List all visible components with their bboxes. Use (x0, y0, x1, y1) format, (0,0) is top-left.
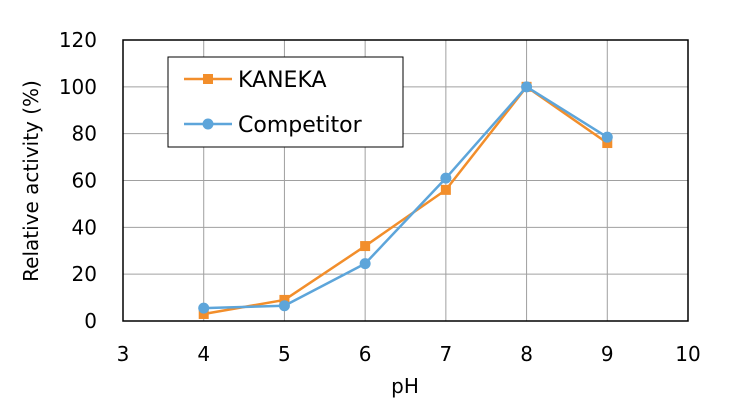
series-line-competitor (203, 85, 608, 310)
data-point-kaneka (198, 308, 209, 319)
y-axis-label: Relative activity (%) (19, 80, 43, 282)
x-tick-label: 5 (278, 342, 291, 366)
data-point-kaneka (602, 138, 613, 149)
data-point-competitor (278, 300, 290, 312)
y-tick-label: 100 (59, 75, 97, 99)
legend-item-competitor: Competitor (184, 113, 363, 138)
series-competitor (198, 81, 613, 314)
data-point-competitor (198, 302, 210, 314)
data-point-kaneka (279, 294, 290, 305)
legend-swatch-competitor-marker (202, 118, 214, 130)
y-tick-label: 80 (72, 122, 97, 146)
x-tick-label: 6 (359, 342, 372, 366)
y-tick-label: 60 (72, 169, 97, 193)
legend: KANEKA Competitor (167, 56, 404, 148)
y-tick-label: 20 (72, 262, 97, 286)
legend-box (167, 56, 404, 148)
legend-swatch-kaneka-marker (203, 74, 213, 84)
legend-item-kaneka: KANEKA (184, 68, 327, 93)
data-point-kaneka (440, 184, 451, 195)
y-tick-label: 120 (59, 28, 97, 52)
series-layer (198, 81, 613, 319)
x-tick-label: 9 (601, 342, 614, 366)
plot-frame (122, 39, 689, 322)
x-axis-ticks: 3 4 5 6 7 8 9 10 (117, 342, 701, 366)
data-point-competitor (601, 131, 613, 143)
x-axis-label: pH (391, 374, 419, 398)
legend-label-kaneka: KANEKA (238, 68, 327, 93)
x-tick-label: 4 (197, 342, 210, 366)
legend-label-competitor: Competitor (238, 113, 363, 138)
data-point-kaneka (360, 241, 371, 252)
x-tick-label: 3 (117, 342, 130, 366)
data-point-competitor (521, 81, 533, 93)
data-point-competitor (440, 172, 452, 184)
y-tick-label: 40 (72, 215, 97, 239)
x-tick-label: 10 (675, 342, 700, 366)
x-tick-label: 7 (439, 342, 452, 366)
y-tick-label: 0 (84, 309, 97, 333)
data-point-competitor (359, 258, 371, 270)
x-tick-label: 8 (520, 342, 533, 366)
y-axis-ticks: 0 20 40 60 80 100 120 (59, 28, 97, 333)
